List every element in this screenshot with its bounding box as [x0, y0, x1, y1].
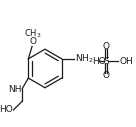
Text: NH$_2$: NH$_2$	[75, 53, 93, 65]
Text: NH: NH	[8, 85, 21, 94]
Text: O: O	[102, 42, 109, 51]
Text: OH: OH	[120, 57, 133, 66]
Text: CH$_3$: CH$_3$	[24, 27, 41, 40]
Text: O: O	[102, 71, 109, 80]
Text: HO: HO	[0, 105, 13, 114]
Text: S: S	[103, 57, 109, 66]
Text: O: O	[29, 37, 36, 46]
Text: HO: HO	[92, 57, 106, 66]
